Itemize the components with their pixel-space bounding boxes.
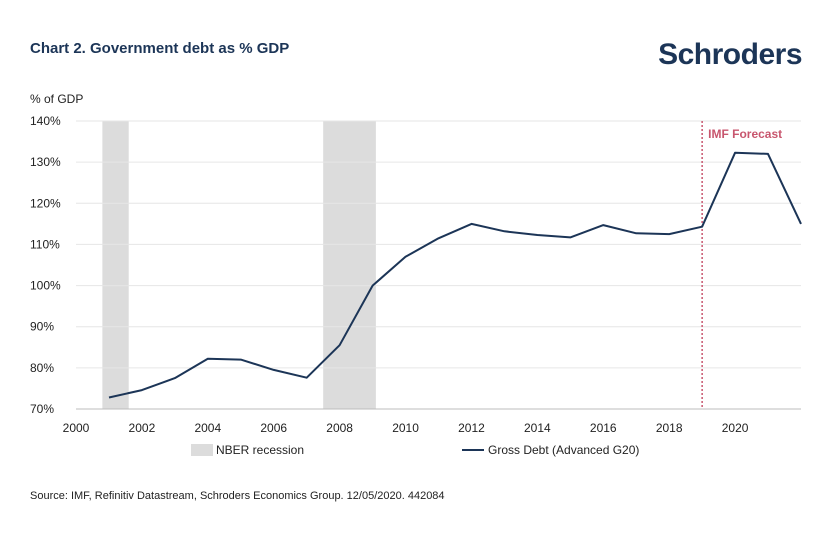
legend-swatch-recession xyxy=(191,444,213,456)
x-tick-label: 2012 xyxy=(458,421,485,435)
forecast-label: IMF Forecast xyxy=(708,127,782,141)
y-tick-label: 140% xyxy=(30,114,61,128)
x-tick-label: 2014 xyxy=(524,421,551,435)
series-line-gross-debt xyxy=(108,151,802,399)
y-axis-label: % of GDP xyxy=(30,92,84,106)
x-tick-label: 2002 xyxy=(129,421,156,435)
recession-band-1 xyxy=(323,121,376,409)
y-tick-label: 100% xyxy=(30,279,61,293)
legend-label-gross-debt: Gross Debt (Advanced G20) xyxy=(488,443,639,457)
schroders-logo: Schroders xyxy=(658,38,802,71)
x-tick-label: 2004 xyxy=(194,421,221,435)
y-tick-label: 80% xyxy=(30,361,54,375)
x-tick-label: 2018 xyxy=(656,421,683,435)
x-tick-label: 2000 xyxy=(63,421,90,435)
x-tick-label: 2006 xyxy=(260,421,287,435)
y-tick-label: 90% xyxy=(30,320,54,334)
x-tick-label: 2020 xyxy=(722,421,749,435)
y-tick-label: 120% xyxy=(30,196,61,210)
y-tick-label: 70% xyxy=(30,402,54,416)
chart-title: Chart 2. Government debt as % GDP xyxy=(30,40,290,57)
x-tick-label: 2016 xyxy=(590,421,617,435)
recession-band-0 xyxy=(102,121,129,409)
x-tick-label: 2008 xyxy=(326,421,353,435)
x-tick-label: 2010 xyxy=(392,421,419,435)
y-tick-label: 130% xyxy=(30,155,61,169)
source-note: Source: IMF, Refinitiv Datastream, Schro… xyxy=(30,490,445,502)
y-tick-label: 110% xyxy=(30,237,60,251)
legend-label-recession: NBER recession xyxy=(216,443,304,457)
